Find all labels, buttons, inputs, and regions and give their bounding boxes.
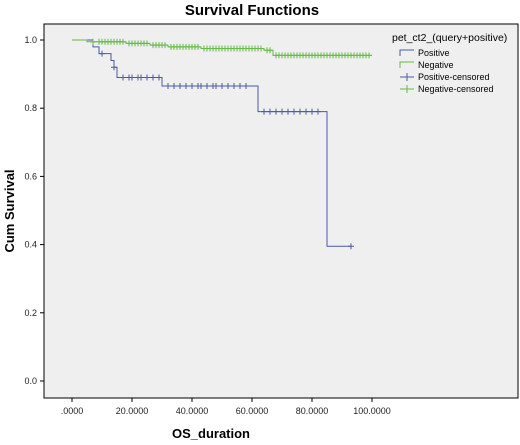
- censor-mark-negative-censored: [162, 42, 168, 49]
- censor-mark-positive-censored: [144, 74, 150, 81]
- y-tick-label: 1.0: [24, 35, 37, 45]
- x-tick-label: 60.0000: [236, 406, 269, 416]
- censor-mark-positive-censored: [291, 108, 297, 115]
- censor-mark-positive-censored: [348, 243, 354, 250]
- censor-mark-positive-censored: [315, 108, 321, 115]
- x-axis-label: OS_duration: [172, 426, 250, 441]
- censor-mark-positive-censored: [129, 74, 135, 81]
- y-tick-label: 0.0: [24, 376, 37, 386]
- censor-mark-positive-censored: [183, 83, 189, 90]
- censor-mark-positive-censored: [273, 108, 279, 115]
- legend-item: Positive: [399, 48, 450, 58]
- legend-swatch: [399, 61, 414, 68]
- legend-swatch: [400, 85, 414, 93]
- censor-mark-positive-censored: [120, 74, 126, 81]
- censor-mark-negative-censored: [120, 38, 126, 45]
- x-tick-label: .0000: [61, 406, 84, 416]
- x-tick-label: 20.0000: [116, 406, 149, 416]
- censor-marks: [90, 38, 372, 250]
- x-axis: .0000 20.0000 40.0000 60.0000 80.0000 100.000…: [61, 398, 391, 416]
- censor-mark-positive-censored: [285, 108, 291, 115]
- censor-mark-positive-censored: [279, 108, 285, 115]
- censor-mark-negative-censored: [144, 40, 150, 47]
- censor-mark-positive-censored: [213, 83, 219, 90]
- censor-mark-negative-censored: [195, 43, 201, 50]
- legend-label: Positive: [418, 48, 450, 58]
- x-tick-label: 40.0000: [176, 406, 209, 416]
- censor-mark-positive-censored: [99, 50, 105, 57]
- legend-label: Negative-censored: [418, 84, 494, 94]
- censor-mark-negative-censored: [90, 38, 96, 45]
- legend-swatch: [400, 73, 414, 81]
- censor-mark-positive-censored: [150, 74, 156, 81]
- y-tick-label: 0.2: [24, 308, 37, 318]
- censor-mark-positive-censored: [267, 108, 273, 115]
- y-axis: 0.0 0.2 0.4 0.6 0.8 1.0: [24, 35, 44, 386]
- legend-item: Negative: [399, 60, 454, 70]
- censor-mark-positive-censored: [156, 74, 162, 81]
- censor-mark-negative-censored: [366, 52, 372, 59]
- censor-mark-positive-censored: [237, 83, 243, 90]
- censor-mark-positive-censored: [198, 83, 204, 90]
- censor-mark-negative-censored: [267, 47, 273, 54]
- legend-label: Negative: [418, 60, 454, 70]
- x-tick-label: 80.0000: [296, 406, 329, 416]
- legend-item: Positive-censored: [400, 72, 490, 82]
- censor-mark-positive-censored: [138, 74, 144, 81]
- y-tick-label: 0.8: [24, 103, 37, 113]
- censor-mark-positive-censored: [165, 83, 171, 90]
- y-tick-label: 0.4: [24, 240, 37, 250]
- censor-mark-positive-censored: [177, 83, 183, 90]
- x-tick-label: 100.0000: [353, 406, 391, 416]
- censor-mark-positive-censored: [171, 83, 177, 90]
- censor-mark-negative-censored: [258, 45, 264, 52]
- censor-mark-positive-censored: [261, 108, 267, 115]
- legend-item: Negative-censored: [400, 84, 494, 94]
- censor-mark-positive-censored: [189, 83, 195, 90]
- censor-mark-positive-censored: [303, 108, 309, 115]
- censor-mark-positive-censored: [297, 108, 303, 115]
- censor-mark-positive-censored: [111, 64, 117, 71]
- censor-mark-positive-censored: [204, 83, 210, 90]
- legend-title: pet_ct2_(query+positive): [392, 32, 507, 44]
- plot-area: [43, 23, 519, 399]
- legend-swatch: [399, 49, 414, 56]
- y-tick-label: 0.6: [24, 171, 37, 181]
- censor-mark-positive-censored: [309, 108, 315, 115]
- chart-title: Survival Functions: [185, 2, 319, 19]
- censor-mark-positive-censored: [243, 83, 249, 90]
- censor-mark-positive-censored: [231, 83, 237, 90]
- legend-label: Positive-censored: [418, 72, 490, 82]
- censor-mark-positive-censored: [225, 83, 231, 90]
- y-axis-label: Cum Survival: [2, 169, 17, 252]
- censor-mark-positive-censored: [219, 83, 225, 90]
- legend: pet_ct2_(query+positive) Positive Negativ…: [392, 32, 507, 94]
